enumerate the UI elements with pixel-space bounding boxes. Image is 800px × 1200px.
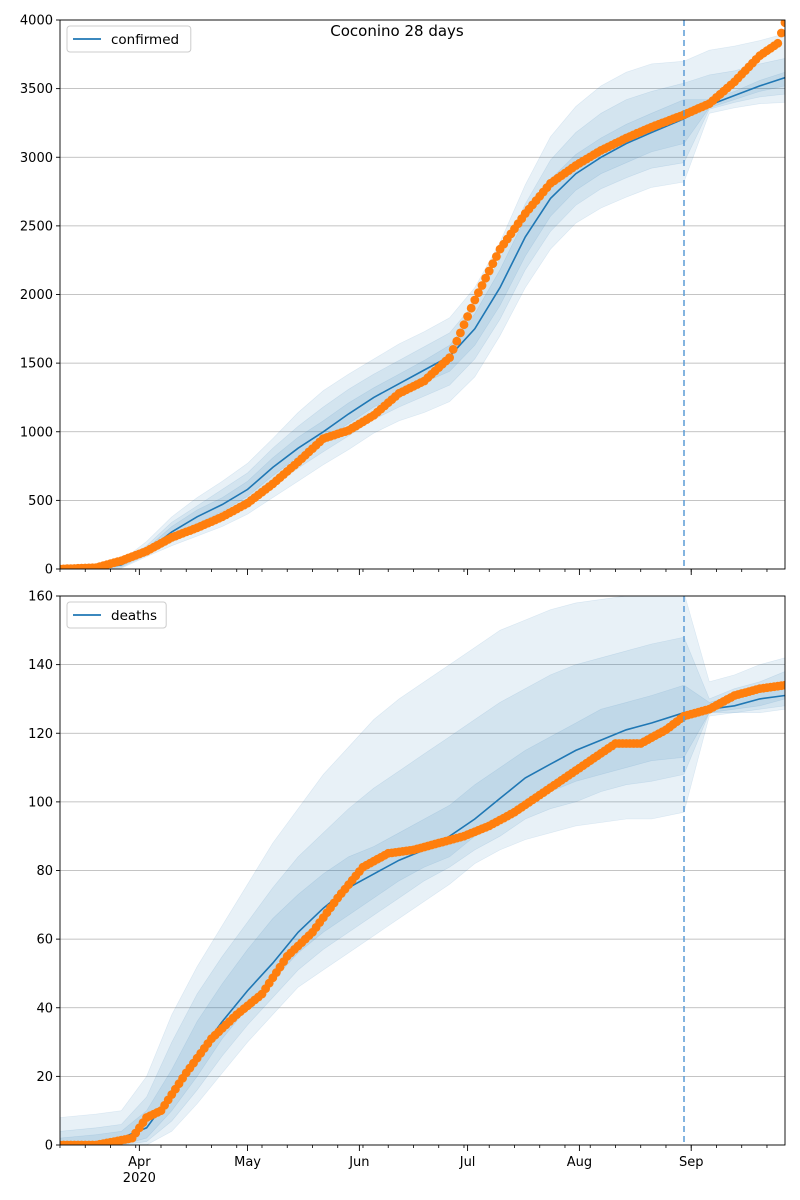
legend-label: deaths <box>111 608 157 624</box>
y-tick-label: 0 <box>45 1139 53 1154</box>
y-tick-label: 4000 <box>20 14 53 29</box>
uncertainty-band-inner <box>60 71 785 569</box>
y-tick-label: 80 <box>36 864 53 879</box>
observed-point <box>780 680 785 690</box>
observed-point <box>773 38 783 48</box>
y-tick-label: 500 <box>28 494 53 509</box>
observed-point <box>484 266 494 276</box>
legend-box <box>66 25 192 53</box>
plot-area <box>60 20 785 569</box>
observed-point <box>477 281 487 290</box>
observed-point <box>780 20 785 28</box>
observed-point <box>459 320 469 330</box>
x-tick-label: Apr <box>128 1155 151 1170</box>
y-tick-label: 160 <box>28 590 53 605</box>
y-tick-label: 1000 <box>20 425 53 440</box>
uncertainty-band-middle <box>60 636 785 1145</box>
legend-deaths: deaths <box>66 601 167 629</box>
observed-point <box>448 345 458 354</box>
model-median-line <box>60 76 785 569</box>
y-tick-label: 3000 <box>20 151 53 166</box>
plot-area <box>60 596 785 1145</box>
legend-confirmed: confirmed <box>66 25 192 53</box>
observed-point <box>488 259 498 269</box>
y-tick-label: 2500 <box>20 219 53 234</box>
observed-point <box>463 312 472 321</box>
observed-series <box>60 20 785 569</box>
y-tick-label: 100 <box>28 795 53 810</box>
y-tick-label: 1500 <box>20 357 53 372</box>
y-tick-label: 40 <box>36 1001 53 1016</box>
y-tick-label: 140 <box>28 658 53 673</box>
observed-point <box>777 28 785 38</box>
x-tick-label: May <box>234 1155 261 1170</box>
observed-point <box>452 336 462 346</box>
x-tick-label: Sep <box>679 1155 704 1170</box>
y-tick-label: 0 <box>45 563 53 578</box>
y-tick-label: 20 <box>36 1070 53 1085</box>
legend-box <box>66 601 167 629</box>
observed-point <box>474 288 483 298</box>
legend-label: confirmed <box>111 32 179 48</box>
figure-title: Coconino 28 days <box>330 22 464 40</box>
observed-point <box>445 353 454 362</box>
y-tick-label: 2000 <box>20 288 53 303</box>
uncertainty-band-outer <box>60 33 785 569</box>
x-tick-label: Aug <box>567 1155 592 1170</box>
observed-series <box>60 680 785 1145</box>
uncertainty-band-inner <box>60 681 785 1145</box>
confirmed-panel: 0 500 1000 1500 2000 2500 3000 3500 4000 confirme… <box>20 14 786 578</box>
observed-point <box>470 295 480 305</box>
y-tick-label: 60 <box>36 933 53 948</box>
observed-point <box>466 303 476 313</box>
y-tick-label: 3500 <box>20 82 53 97</box>
x-tick-label: Jul <box>459 1155 476 1170</box>
y-tick-label: 120 <box>28 727 53 742</box>
x-tick-sublabel: 2020 <box>123 1171 156 1186</box>
observed-point <box>456 328 465 338</box>
observed-point <box>492 252 501 261</box>
x-tick-label: Jun <box>348 1155 369 1170</box>
observed-point <box>481 273 490 283</box>
